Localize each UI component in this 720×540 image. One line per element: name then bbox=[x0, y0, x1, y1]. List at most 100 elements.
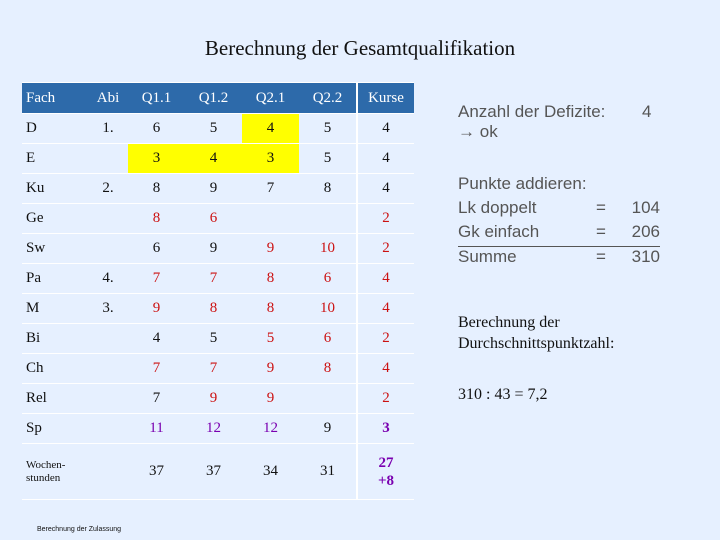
punkte-heading: Punkte addieren: bbox=[458, 174, 660, 198]
grade-cell: 7 bbox=[185, 263, 242, 294]
wochen-label-line1: Wochen- bbox=[26, 458, 66, 471]
column-header: Q2.1 bbox=[242, 82, 299, 114]
defizit-label: Anzahl der Defizite: bbox=[458, 102, 606, 121]
table-header-row: Fach Abi Q1.1 Q1.2 Q2.1 Q2.2 Kurse bbox=[22, 82, 414, 114]
column-header: Abi bbox=[88, 82, 128, 114]
abi-cell bbox=[88, 203, 128, 234]
kurse-cell: 4 bbox=[356, 353, 414, 384]
defizit-result: ok bbox=[479, 122, 498, 141]
kurse-cell: 4 bbox=[356, 263, 414, 294]
grade-cell: 6 bbox=[299, 323, 357, 354]
table-row: Bi 4 5 5 6 2 bbox=[22, 323, 414, 354]
subject-cell: E bbox=[22, 143, 88, 174]
grade-cell: 7 bbox=[128, 263, 185, 294]
defizit-block: Anzahl der Defizite: 4 → ok bbox=[458, 102, 651, 142]
grade-cell: 7 bbox=[128, 353, 185, 384]
kurse-cell: 3 bbox=[356, 413, 414, 444]
grade-cell: 3 bbox=[242, 143, 299, 174]
column-header: Kurse bbox=[356, 82, 414, 114]
punkte-block: Punkte addieren: Lk doppelt = 104 Gk ein… bbox=[458, 174, 660, 271]
grade-cell: 9 bbox=[242, 383, 299, 414]
grade-cell bbox=[299, 203, 357, 234]
column-header: Q1.2 bbox=[185, 82, 242, 114]
hours-cell: 34 bbox=[242, 443, 299, 500]
kurse-cell: 4 bbox=[356, 143, 414, 174]
punkte-value: 104 bbox=[631, 198, 660, 217]
kurse-cell: 2 bbox=[356, 233, 414, 264]
abi-cell bbox=[88, 143, 128, 174]
grade-cell: 9 bbox=[128, 293, 185, 324]
kurse-cell: 2 bbox=[356, 203, 414, 234]
grade-cell: 5 bbox=[185, 323, 242, 354]
defizit-count: 4 bbox=[642, 102, 652, 121]
grade-cell: 4 bbox=[185, 143, 242, 174]
hours-cell: 37 bbox=[185, 443, 242, 500]
punkte-eq: = bbox=[596, 247, 606, 266]
subject-cell: Ge bbox=[22, 203, 88, 234]
table-row-wochenstunden: Wochen- stunden 37 37 34 31 27 +8 bbox=[22, 443, 414, 500]
durchschnitt-line1: Berechnung der bbox=[458, 314, 560, 331]
grade-cell: 9 bbox=[185, 173, 242, 204]
table-row: Pa 4. 7 7 8 6 4 bbox=[22, 263, 414, 294]
punkte-row-sum: Summe = 310 bbox=[458, 247, 660, 271]
abi-cell bbox=[88, 443, 128, 500]
punkte-eq: = bbox=[596, 222, 606, 241]
kurse-total: 27 bbox=[378, 454, 394, 471]
grade-cell: 10 bbox=[299, 293, 357, 324]
abi-cell: 1. bbox=[88, 113, 128, 144]
grade-cell: 7 bbox=[242, 173, 299, 204]
grade-cell: 6 bbox=[128, 113, 185, 144]
grade-cell: 4 bbox=[242, 113, 299, 144]
kurse-extra: +8 bbox=[377, 472, 395, 489]
page-title: Berechnung der Gesamtqualifikation bbox=[204, 36, 516, 60]
grade-cell: 9 bbox=[185, 233, 242, 264]
subject-cell: Pa bbox=[22, 263, 88, 294]
arrow-icon: → bbox=[458, 122, 475, 141]
subject-cell: D bbox=[22, 113, 88, 144]
grade-cell: 6 bbox=[185, 203, 242, 234]
punkte-row: Lk doppelt = 104 bbox=[458, 198, 660, 222]
footer-text: Berechnung der Zulassung bbox=[37, 526, 122, 533]
grade-cell bbox=[299, 383, 357, 414]
subject-cell: Ch bbox=[22, 353, 88, 384]
grade-cell: 10 bbox=[299, 233, 357, 264]
grade-cell: 8 bbox=[185, 293, 242, 324]
punkte-heading-text: Punkte addieren: bbox=[458, 174, 587, 193]
column-header: Fach bbox=[22, 82, 88, 114]
grade-cell: 8 bbox=[299, 173, 357, 204]
subject-cell: Wochen- stunden bbox=[22, 443, 88, 500]
grade-cell: 8 bbox=[128, 203, 185, 234]
grade-table: Fach Abi Q1.1 Q1.2 Q2.1 Q2.2 Kurse D 1. … bbox=[22, 82, 414, 500]
subject-cell: Sp bbox=[22, 413, 88, 444]
grade-cell: 8 bbox=[128, 173, 185, 204]
abi-cell bbox=[88, 353, 128, 384]
punkte-label: Lk doppelt bbox=[458, 198, 537, 217]
durchschnitt-heading: Berechnung der Durchschnittspunktzahl: bbox=[458, 312, 614, 354]
wochen-label-line2: stunden bbox=[26, 471, 61, 484]
subject-cell: Ku bbox=[22, 173, 88, 204]
table-row: E 3 4 3 5 4 bbox=[22, 143, 414, 174]
subject-cell: Sw bbox=[22, 233, 88, 264]
subject-cell: M bbox=[22, 293, 88, 324]
kurse-cell: 4 bbox=[356, 113, 414, 144]
grade-cell: 3 bbox=[128, 143, 185, 174]
durchschnitt-line2: Durchschnittspunktzahl: bbox=[458, 335, 615, 352]
grade-cell: 9 bbox=[299, 413, 357, 444]
hours-cell: 37 bbox=[128, 443, 185, 500]
durchschnitt-calc: 310 : 43 = 7,2 bbox=[458, 386, 548, 403]
abi-cell bbox=[88, 413, 128, 444]
hours-cell: 31 bbox=[299, 443, 357, 500]
grade-cell: 6 bbox=[128, 233, 185, 264]
table-row: M 3. 9 8 8 10 4 bbox=[22, 293, 414, 324]
punkte-value: 206 bbox=[631, 222, 660, 241]
grade-cell: 7 bbox=[128, 383, 185, 414]
table-row: Ch 7 7 9 8 4 bbox=[22, 353, 414, 384]
punkte-row: Gk einfach = 206 bbox=[458, 222, 660, 247]
kurse-cell: 27 +8 bbox=[356, 443, 414, 500]
abi-cell: 2. bbox=[88, 173, 128, 204]
grade-cell: 9 bbox=[185, 383, 242, 414]
subject-cell: Bi bbox=[22, 323, 88, 354]
abi-cell bbox=[88, 233, 128, 264]
grade-cell: 5 bbox=[242, 323, 299, 354]
grade-cell: 7 bbox=[185, 353, 242, 384]
